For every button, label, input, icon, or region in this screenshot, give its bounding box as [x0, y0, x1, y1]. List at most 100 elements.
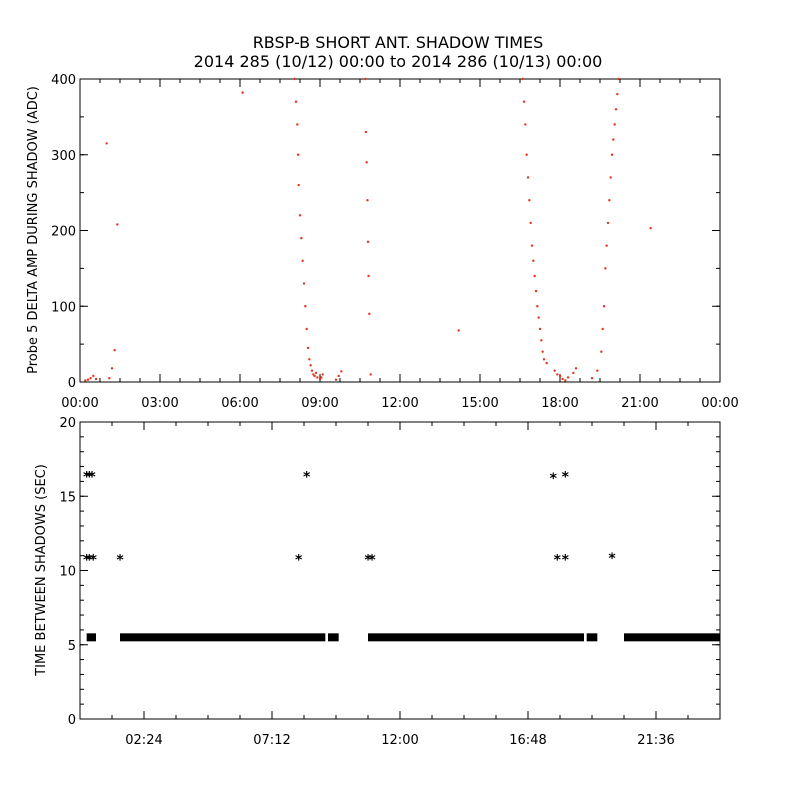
amplitude-point	[314, 371, 318, 375]
amplitude-point	[572, 371, 575, 375]
amplitude-point	[526, 176, 530, 179]
top-x-tick-label: 09:00	[301, 396, 338, 411]
top-x-tick-label: 12:00	[381, 396, 418, 411]
amplitude-point	[561, 377, 564, 381]
top-y-axis-label: Probe 5 DELTA AMP DURING SHADOW (ADC)	[26, 86, 41, 374]
chart-title-line-2: 2014 285 (10/12) 00:00 to 2014 286 (10/1…	[194, 52, 603, 71]
amplitude-point	[524, 123, 527, 126]
bottom-y-tick-label: 10	[59, 565, 76, 580]
amplitude-point	[296, 123, 299, 126]
amplitude-point	[604, 267, 607, 270]
top-x-tick-label: 00:00	[701, 396, 738, 411]
amplitude-point	[92, 374, 95, 378]
amplitude-point	[537, 316, 540, 319]
amplitude-point	[293, 77, 296, 81]
amplitude-point	[365, 161, 368, 164]
amplitude-point	[610, 153, 614, 156]
amplitude-point	[556, 373, 559, 376]
amplitude-point	[605, 244, 608, 247]
amplitude-point	[110, 367, 114, 370]
interval-point: *	[88, 469, 96, 485]
top-x-tick-label: 00:00	[61, 396, 98, 411]
amplitude-point	[528, 199, 531, 202]
amplitude-point	[617, 77, 620, 81]
amplitude-point	[533, 274, 536, 278]
top-x-tick-label: 06:00	[221, 396, 258, 411]
amplitude-point	[320, 376, 323, 379]
bottom-axis-ticks: 02:24 07:12 12:00 16:48 21:36 0 5 10 15 20	[59, 416, 721, 748]
amplitude-point	[538, 327, 542, 331]
interval-point: *	[86, 469, 94, 485]
bottom-y-axis-label: TIME BETWEEN SHADOWS (SEC)	[34, 464, 49, 677]
amplitude-point	[316, 376, 319, 379]
interval-point: *	[562, 553, 570, 569]
top-y-tick-label: 400	[51, 73, 76, 88]
amplitude-point	[368, 312, 371, 316]
interval-point: *	[116, 553, 124, 569]
amplitude-point	[601, 327, 604, 331]
amplitude-point	[649, 227, 652, 230]
top-y-tick-label: 300	[51, 149, 76, 164]
amplitude-point	[296, 153, 300, 156]
amplitude-point	[541, 350, 544, 353]
amplitude-point	[367, 274, 370, 278]
top-x-tick-label: 03:00	[141, 396, 178, 411]
interval-band	[86, 633, 96, 642]
amplitude-point	[606, 221, 610, 225]
amplitude-point	[313, 374, 316, 378]
amplitude-point	[532, 259, 535, 262]
top-y-tick-label: 0	[68, 376, 76, 391]
amplitude-point	[297, 183, 300, 187]
amplitude-point	[596, 369, 599, 372]
amplitude-point	[540, 339, 543, 342]
amplitude-point	[534, 289, 538, 293]
amplitude-point	[542, 358, 546, 361]
top-panel-amplitude: 00:00 03:00 06:00 09:00 12:00 15:00 18:00 21:00…	[26, 73, 739, 411]
amplitude-point	[105, 142, 108, 145]
chart-title-line-1: RBSP-B SHORT ANT. SHADOW TIMES	[253, 33, 544, 52]
amplitude-point	[304, 305, 307, 308]
amplitude-point	[302, 282, 306, 285]
amplitude-point	[309, 364, 312, 367]
bottom-y-tick-label: 5	[68, 639, 76, 654]
amplitude-point	[530, 244, 534, 247]
top-x-tick-label: 15:00	[461, 396, 498, 411]
amplitude-point	[310, 369, 314, 372]
interval-band	[368, 633, 584, 642]
interval-point: *	[562, 469, 570, 485]
amplitude-point	[108, 377, 111, 380]
bottom-x-tick-label: 16:48	[509, 733, 546, 748]
amplitude-point	[612, 138, 615, 141]
amplitude-point	[366, 199, 369, 202]
interval-point: *	[364, 553, 372, 569]
amplitude-point	[522, 100, 526, 103]
bottom-x-tick-label: 02:24	[125, 733, 162, 748]
interval-point: *	[303, 469, 311, 485]
top-x-tick-label: 18:00	[541, 396, 578, 411]
interval-point: *	[554, 553, 562, 569]
amplitude-point	[558, 374, 562, 378]
amplitude-point	[113, 348, 116, 352]
amplitude-point	[86, 378, 90, 381]
amplitude-point	[294, 100, 298, 103]
amplitude-point	[608, 199, 611, 202]
top-y-tick-label: 100	[51, 300, 76, 315]
amplitude-point	[308, 358, 311, 361]
amplitude-point	[525, 153, 528, 156]
bottom-x-tick-label: 07:12	[253, 733, 290, 748]
amplitude-point	[241, 91, 244, 94]
interval-point: *	[550, 471, 558, 487]
interval-band	[586, 633, 598, 642]
amplitude-point	[590, 377, 594, 380]
interval-point: *	[86, 553, 94, 569]
amplitude-point	[521, 77, 524, 81]
amplitude-point	[364, 77, 367, 81]
amplitude-point	[369, 373, 372, 376]
bottom-y-tick-label: 0	[68, 713, 76, 728]
bottom-y-tick-label: 20	[59, 416, 76, 431]
top-axis-ticks: 00:00 03:00 06:00 09:00 12:00 15:00 18:00 21:00…	[51, 73, 739, 411]
amplitude-point	[301, 259, 304, 262]
amplitude-point	[298, 214, 302, 217]
